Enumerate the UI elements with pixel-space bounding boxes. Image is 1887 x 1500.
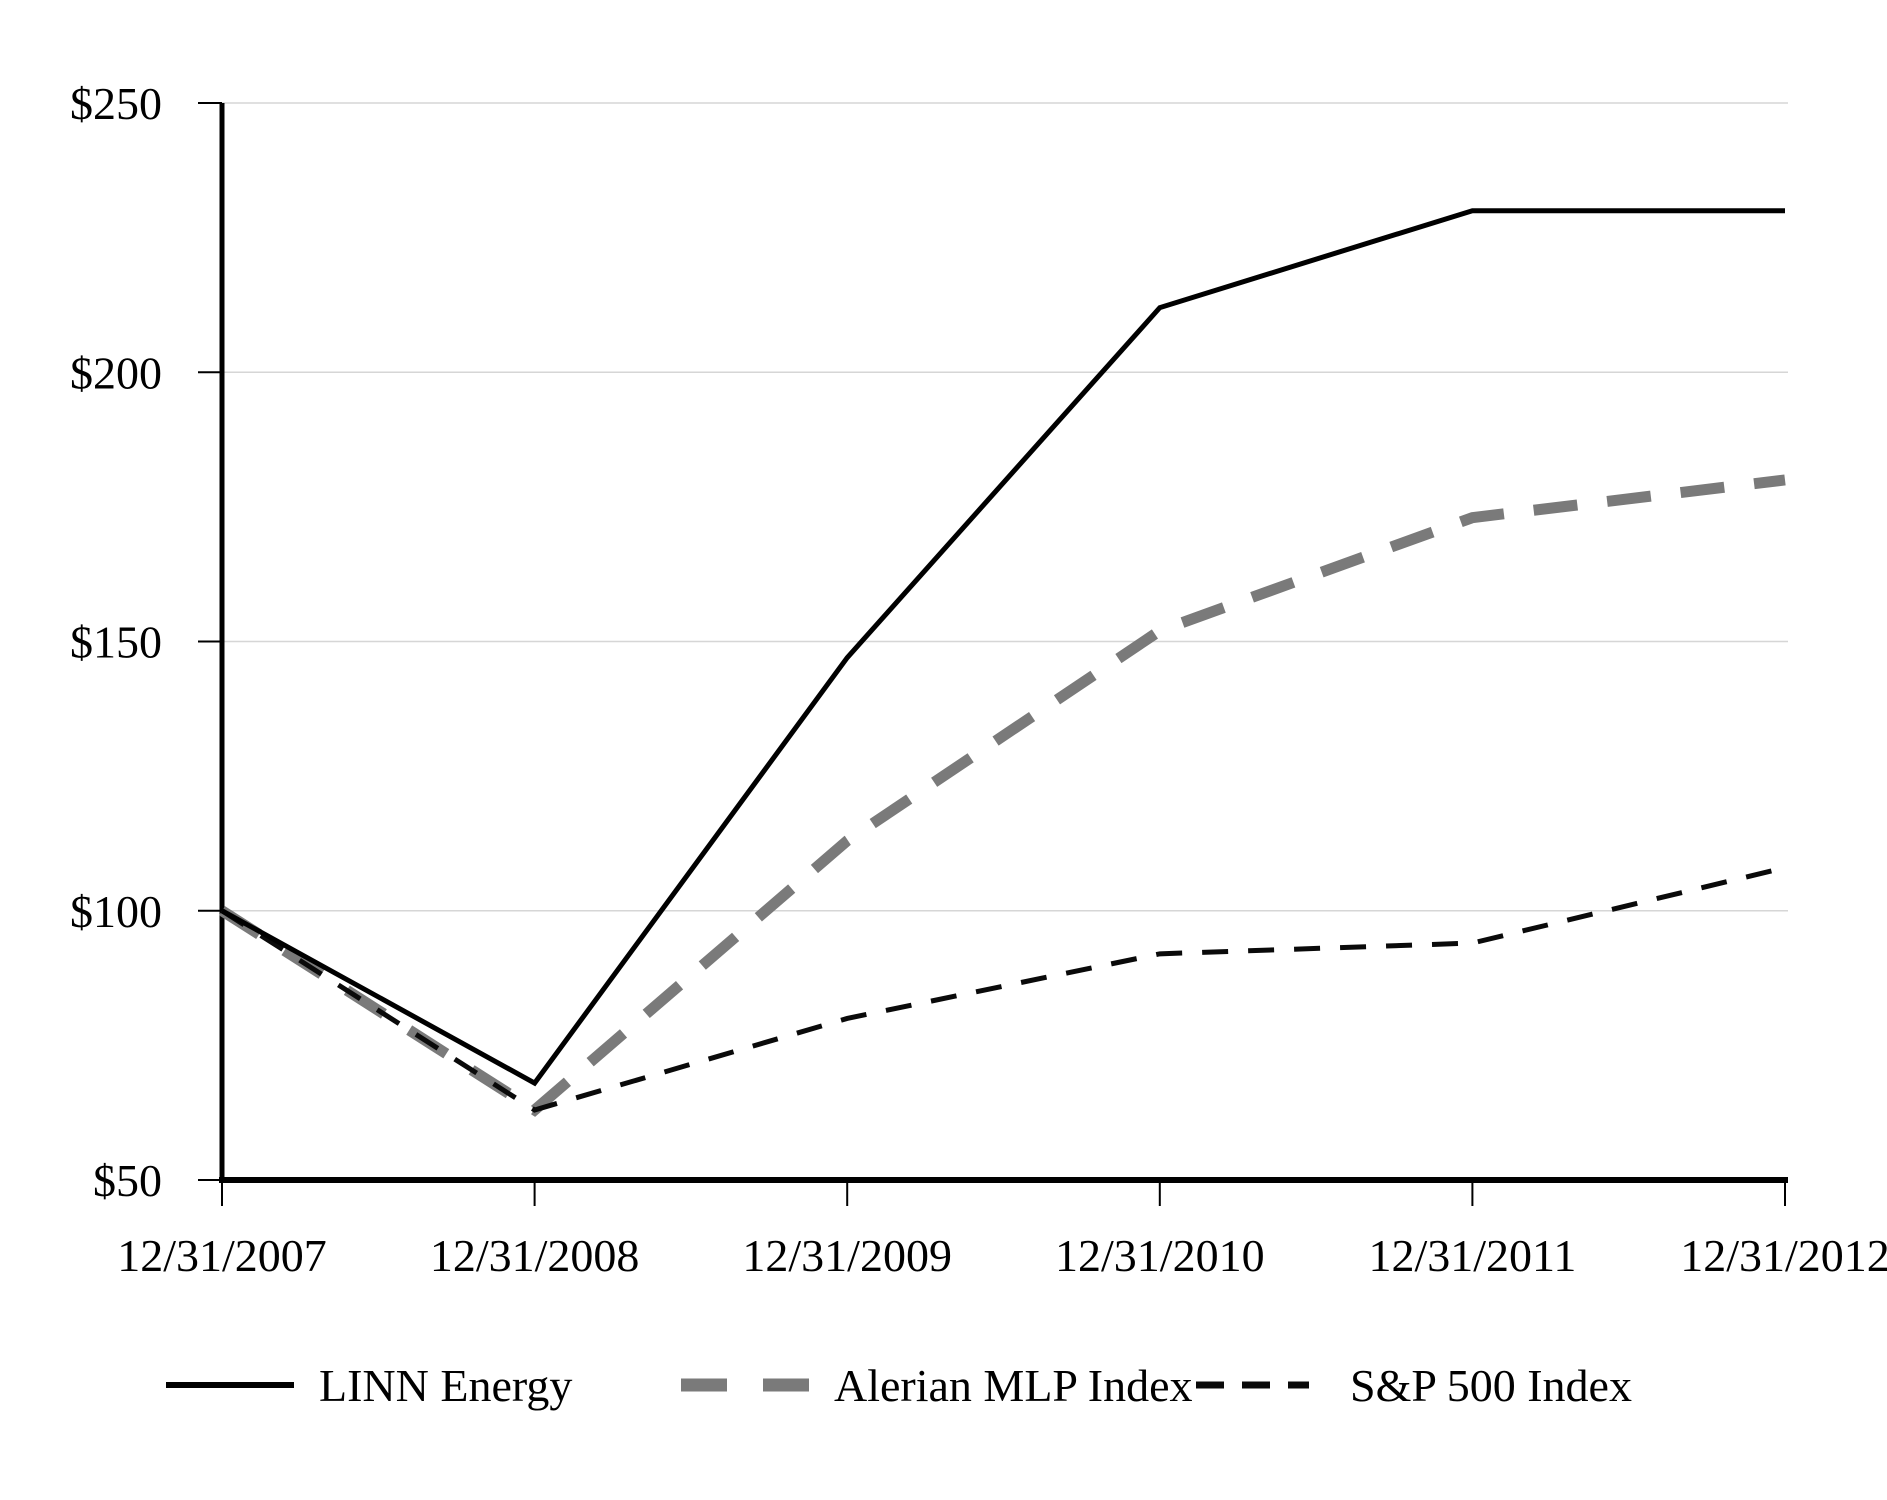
legend-label-alerian-mlp-index: Alerian MLP Index (834, 1360, 1193, 1411)
y-tick-label-200: $200 (70, 347, 162, 398)
x-tick-label-12-31-2007: 12/31/2007 (117, 1230, 327, 1281)
x-tick-label-12-31-2012: 12/31/2012 (1680, 1230, 1887, 1281)
x-tick-label-12-31-2008: 12/31/2008 (430, 1230, 640, 1281)
y-tick-label-50: $50 (93, 1155, 162, 1206)
y-tick-label-100: $100 (70, 886, 162, 937)
series-line-alerian-mlp-index (219, 474, 1786, 1117)
y-tick-label-150: $150 (70, 617, 162, 668)
x-tick-label-12-31-2010: 12/31/2010 (1055, 1230, 1265, 1281)
x-tick-label-12-31-2009: 12/31/2009 (742, 1230, 952, 1281)
series-line-s-p-500-index (220, 865, 1786, 1113)
x-tick-label-12-31-2011: 12/31/2011 (1368, 1230, 1576, 1281)
legend-label-linn-energy: LINN Energy (319, 1360, 572, 1411)
legend-label-s-p-500-index: S&P 500 Index (1350, 1360, 1632, 1411)
y-tick-label-250: $250 (70, 78, 162, 129)
series-line-linn-energy (220, 208, 1785, 1087)
